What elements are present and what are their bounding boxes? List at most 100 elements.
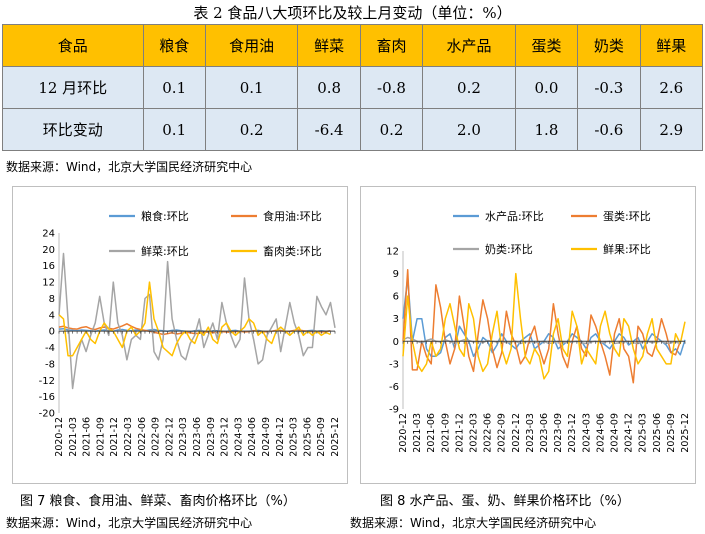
x-tick-label: 2024-03	[581, 413, 592, 453]
x-tick-label: 2022-12	[164, 417, 175, 457]
legend-label: 食用油:环比	[263, 209, 322, 223]
x-tick-label: 2025-12	[330, 417, 341, 457]
x-tick-label: 2024-03	[233, 417, 244, 457]
x-tick-label: 2024-12	[624, 413, 635, 453]
y-tick-label: 16	[42, 261, 55, 272]
legend-label: 鲜菜:环比	[141, 244, 189, 258]
y-tick-label: -3	[389, 359, 399, 370]
header-cell: 鲜果	[639, 24, 704, 67]
x-tick-label: 2022-03	[123, 417, 134, 457]
x-tick-label: 2024-09	[610, 413, 621, 453]
x-tick-label: 2021-09	[95, 417, 106, 457]
x-tick-label: 2023-06	[192, 417, 203, 457]
y-tick-label: -9	[389, 405, 399, 416]
x-tick-label: 2022-06	[483, 413, 494, 453]
figure-8-caption: 图 8 水产品、蛋、奶、鲜果价格环比（%）	[380, 494, 630, 509]
x-tick-label: 2020-12	[398, 413, 409, 453]
table-cell: 1.8	[514, 108, 579, 151]
x-tick-label: 2021-03	[412, 413, 423, 453]
series-line	[58, 281, 331, 357]
y-tick-label: -12	[39, 376, 55, 387]
table-cell: 0.1	[142, 66, 206, 109]
figure-7-caption: 图 7 粮食、食用油、鲜菜、畜肉价格环比（%）	[20, 494, 296, 509]
x-tick-label: 2025-06	[652, 413, 663, 453]
series-line	[402, 269, 682, 384]
x-tick-label: 2022-12	[511, 413, 522, 453]
table-cell: 0.2	[422, 66, 516, 109]
figure-7-chart: 粮食:环比 食用油:环比 鲜菜:环比 畜肉类:环比 -20 -16 -12 -8 -4 0 4 8 12…	[12, 186, 348, 484]
x-tick-label: 2022-06	[137, 417, 148, 457]
series-line	[402, 272, 686, 380]
legend-label: 水产品:环比	[485, 209, 544, 223]
table-cell: 0.2	[204, 108, 299, 151]
y-tick-label: 3	[393, 314, 399, 325]
x-tick-label: 2021-03	[68, 417, 79, 457]
x-tick-label: 2021-12	[109, 417, 120, 457]
y-tick-label: 12	[42, 278, 55, 289]
table-source-note: 数据来源：Wind，北京大学国民经济研究中心	[6, 160, 253, 174]
x-tick-label: 2023-03	[525, 413, 536, 453]
x-tick-label: 2024-06	[595, 413, 606, 453]
table-cell: 0.8	[297, 66, 361, 109]
legend-label: 粮食:环比	[141, 209, 189, 223]
table-cell: -0.3	[577, 66, 641, 109]
header-cell: 奶类	[577, 24, 641, 67]
y-tick-label: -6	[389, 382, 399, 393]
header-cell: 食品	[2, 24, 144, 67]
table-row: 环比变动 0.1 0.2 -6.4 0.2 2.0 1.8 -0.6 2.9	[2, 108, 704, 151]
x-tick-label: 2023-12	[567, 413, 578, 453]
y-tick-label: 9	[393, 269, 399, 280]
table-cell: 0.0	[514, 66, 579, 109]
x-tick-label: 2025-12	[680, 413, 691, 453]
figure-8-source-note: 数据来源：Wind，北京大学国民经济研究中心	[350, 516, 597, 530]
x-tick-label: 2021-12	[454, 413, 465, 453]
x-tick-label: 2023-06	[539, 413, 550, 453]
x-tick-label: 2024-06	[247, 417, 258, 457]
table-cell: -0.6	[577, 108, 641, 151]
x-tick-label: 2023-03	[178, 417, 189, 457]
y-tick-label: -8	[45, 359, 55, 370]
legend-label: 鲜果:环比	[603, 242, 651, 256]
x-tick-label: 2023-09	[206, 417, 217, 457]
x-tick-label: 2023-09	[553, 413, 564, 453]
y-tick-label: 0	[49, 327, 55, 338]
x-tick-label: 2021-09	[440, 413, 451, 453]
legend-label: 奶类:环比	[485, 242, 533, 256]
x-tick-label: 2024-09	[261, 417, 272, 457]
table-cell: -6.4	[297, 108, 361, 151]
x-tick-label: 2025-06	[302, 417, 313, 457]
x-tick-label: 2024-12	[275, 417, 286, 457]
table-cell: 2.9	[639, 108, 704, 151]
table-title: 表 2 食品八大项环比及较上月变动（单位：%）	[193, 4, 512, 22]
x-tick-label: 2020-12	[54, 417, 65, 457]
x-tick-label: 2025-03	[289, 417, 300, 457]
figure-7-source-note: 数据来源：Wind，北京大学国民经济研究中心	[6, 516, 253, 530]
x-tick-label: 2023-12	[220, 417, 231, 457]
series-line	[58, 252, 336, 390]
y-tick-label: 0	[393, 337, 399, 348]
figure-8-chart: 水产品:环比 蛋类:环比 奶类:环比 鲜果:环比 -9 -6 -3 0 3 6 9 12 2020-12…	[360, 186, 696, 484]
table-row: 12 月环比 0.1 0.1 0.8 -0.8 0.2 0.0 -0.3 2.6	[2, 66, 704, 109]
legend-label: 畜肉类:环比	[263, 244, 322, 258]
table-cell: 0.2	[359, 108, 424, 151]
x-tick-label: 2022-09	[497, 413, 508, 453]
header-cell: 畜肉	[359, 24, 424, 67]
y-tick-label: 6	[393, 292, 399, 303]
table-cell: 0.1	[204, 66, 299, 109]
table-cell: 2.0	[422, 108, 516, 151]
y-tick-label: 24	[42, 229, 55, 240]
x-tick-label: 2025-09	[316, 417, 327, 457]
x-tick-label: 2022-03	[469, 413, 480, 453]
y-tick-label: 12	[386, 247, 399, 258]
x-tick-label: 2021-06	[426, 413, 437, 453]
header-cell: 粮食	[142, 24, 206, 67]
row-label: 环比变动	[2, 108, 144, 151]
table-cell: -0.8	[359, 66, 424, 109]
row-label: 12 月环比	[2, 66, 144, 109]
header-cell: 蛋类	[514, 24, 579, 67]
table-header-row: 食品 粮食 食用油 鲜菜 畜肉 水产品 蛋类 奶类 鲜果	[2, 24, 704, 67]
y-tick-label: -4	[45, 343, 55, 354]
header-cell: 水产品	[422, 24, 516, 67]
y-tick-label: -20	[39, 409, 55, 420]
